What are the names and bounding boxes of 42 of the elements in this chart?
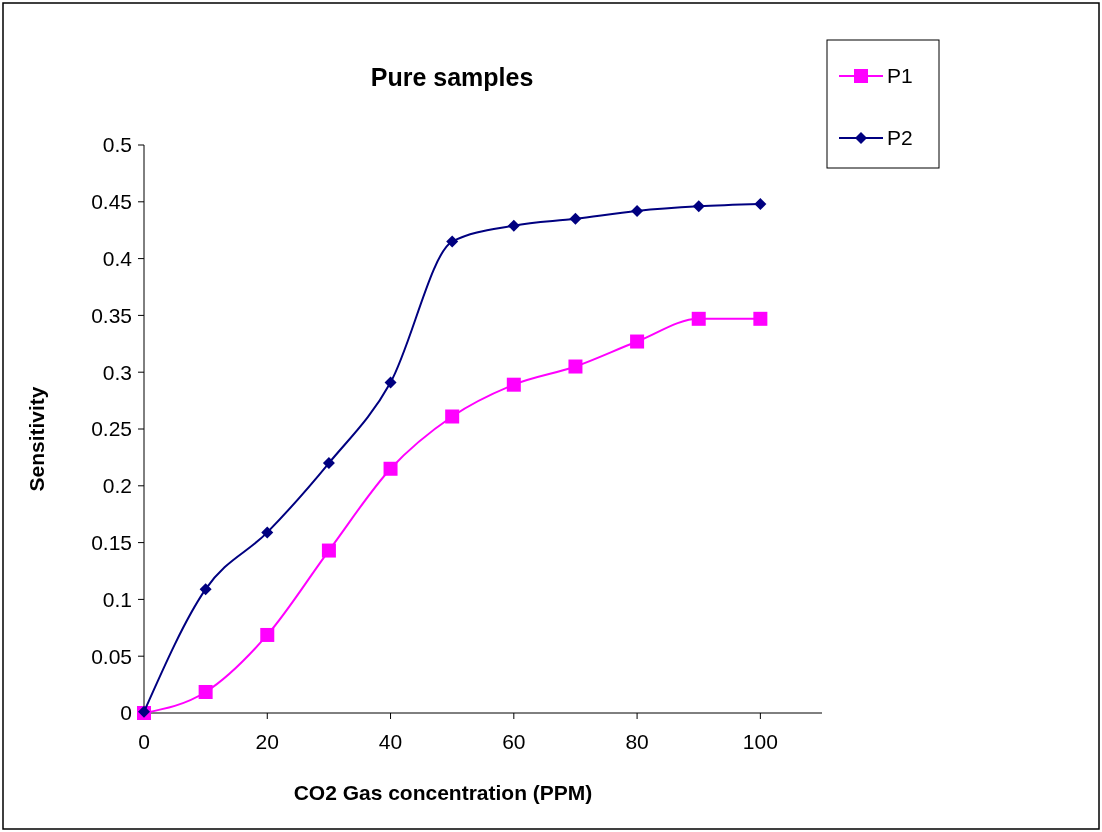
legend-label: P2 bbox=[887, 126, 913, 150]
y-tick-label: 0.45 bbox=[91, 190, 132, 214]
point bbox=[507, 219, 520, 232]
point bbox=[445, 409, 460, 424]
point bbox=[261, 526, 274, 539]
point bbox=[199, 583, 212, 596]
x-tick-label: 20 bbox=[255, 730, 279, 753]
point bbox=[754, 198, 767, 211]
point bbox=[692, 200, 705, 213]
point bbox=[260, 627, 275, 642]
point bbox=[446, 235, 459, 248]
point bbox=[383, 461, 398, 476]
x-tick-label: 80 bbox=[625, 730, 649, 753]
point bbox=[384, 376, 397, 389]
chart-title: Pure samples bbox=[370, 63, 534, 91]
x-tick-label: 100 bbox=[742, 730, 778, 753]
y-tick-label: 0.3 bbox=[102, 360, 132, 384]
point bbox=[630, 334, 645, 349]
y-tick-label: 0.05 bbox=[91, 644, 132, 668]
point bbox=[753, 311, 768, 326]
y-tick-label: 0.5 bbox=[102, 133, 132, 157]
y-tick-label: 0.15 bbox=[91, 530, 132, 554]
y-tick-label: 0.2 bbox=[102, 474, 132, 498]
y-tick-label: 0.1 bbox=[102, 587, 132, 611]
point bbox=[322, 457, 335, 470]
x-tick-label: 60 bbox=[502, 730, 526, 753]
y-tick-label: 0 bbox=[120, 701, 132, 725]
x-tick-label: 0 bbox=[138, 730, 150, 753]
point bbox=[506, 377, 521, 392]
x-axis-title: CO2 Gas concentration (PPM) bbox=[293, 781, 593, 804]
y-tick-label: 0.25 bbox=[91, 417, 132, 441]
point bbox=[569, 212, 582, 225]
y-tick-label: 0.35 bbox=[91, 303, 132, 327]
point bbox=[198, 684, 213, 699]
point bbox=[691, 311, 706, 326]
y-tick-label: 0.4 bbox=[102, 246, 133, 270]
legend-label: P1 bbox=[887, 64, 913, 88]
point bbox=[321, 543, 336, 558]
y-axis-title: Sensitivity bbox=[25, 386, 48, 492]
point bbox=[631, 204, 644, 217]
point bbox=[568, 359, 583, 374]
x-tick-label: 40 bbox=[378, 730, 403, 753]
